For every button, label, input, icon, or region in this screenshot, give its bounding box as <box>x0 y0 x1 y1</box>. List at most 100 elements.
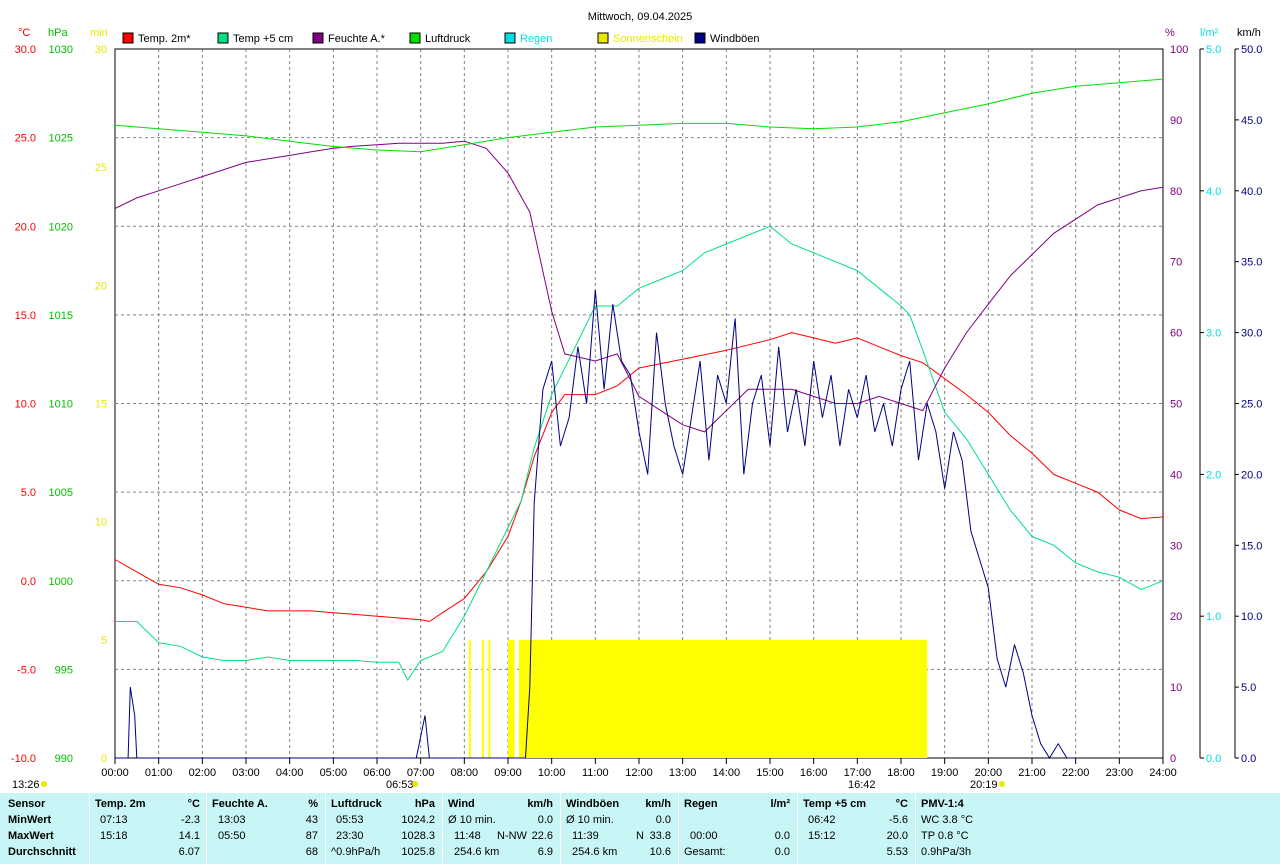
temp5cm-min-time: 06:42 <box>808 814 836 826</box>
hpa-axis-tick-label: 1015 <box>49 310 73 322</box>
wind-axis-tick-label: 40.0 <box>1241 186 1262 198</box>
humidity-axis-tick-label: 0 <box>1170 753 1176 765</box>
feuchte-min-value: 43 <box>305 814 318 826</box>
boeen-max-direction: N <box>636 830 644 842</box>
regen-unit: l/m² <box>770 798 790 810</box>
x-tick-label: 04:00 <box>276 767 304 779</box>
wind-axis-tick-label: 10.0 <box>1241 611 1262 623</box>
legend-swatch <box>122 32 134 44</box>
pmv-avg: 0.9hPa/3h <box>921 846 972 858</box>
series-line-temp-2m- <box>114 332 1164 623</box>
sunrise-marker-icon <box>412 781 418 787</box>
min-axis-tick-label: 10 <box>95 517 107 529</box>
temp5cm-max-value: 20.0 <box>886 830 908 842</box>
luftdruck-unit: hPa <box>414 798 435 810</box>
sunshine-bar <box>488 639 491 758</box>
boeen-unit: km/h <box>645 798 671 810</box>
rain-axis-tick-label: 0.0 <box>1206 753 1221 765</box>
wind-distance: 254.6 km <box>454 846 500 858</box>
wind-max-value: 22.6 <box>531 830 553 842</box>
sunrise-marker-label: 06:53 <box>386 779 414 791</box>
humidity-axis-tick-label: 50 <box>1170 399 1182 411</box>
temp2m-min-value: -2.3 <box>181 814 200 826</box>
x-tick-label: 18:00 <box>887 767 915 779</box>
temp2m-header: Temp. 2m <box>95 798 146 810</box>
x-tick-label: 09:00 <box>494 767 522 779</box>
x-tick-label: 08:00 <box>451 767 479 779</box>
x-tick-label: 03:00 <box>232 767 260 779</box>
wind-unit: km/h <box>527 798 553 810</box>
legend-swatch <box>409 32 421 44</box>
wind-axis-unit: km/h <box>1237 27 1261 39</box>
wind-max-time: 11:48 <box>454 830 481 842</box>
x-tick-label: 02:00 <box>189 767 217 779</box>
x-tick-label: 16:00 <box>800 767 828 779</box>
pmv-max: TP 0.8 °C <box>921 830 969 842</box>
luftdruck-min-value: 1024.2 <box>401 814 435 826</box>
feuchte-min-time: 13:03 <box>218 814 246 826</box>
wind-axis-tick-label: 15.0 <box>1241 540 1262 552</box>
wind-axis-tick-label: 5.0 <box>1241 682 1256 694</box>
sunshine-bar <box>508 639 515 758</box>
wind-avg-value: 6.9 <box>537 846 553 858</box>
luftdruck-trend: ^0.9hPa/h <box>331 846 381 858</box>
legend-swatch <box>312 32 324 44</box>
legend-swatch <box>504 32 516 44</box>
row-label-max: MaxWert <box>8 830 54 842</box>
series-line-luftdruck <box>114 78 1164 153</box>
x-tick-label: 00:00 <box>101 767 129 779</box>
luftdruck-max-time: 23:30 <box>336 830 364 842</box>
x-tick-label: 23:00 <box>1106 767 1134 779</box>
humidity-axis-tick-label: 60 <box>1170 328 1182 340</box>
feuchte-header: Feuchte A. <box>212 798 268 810</box>
sunshine-bar <box>518 639 928 758</box>
humidity-axis-tick-label: 10 <box>1170 682 1182 694</box>
hpa-axis-unit: hPa <box>48 27 68 39</box>
temp-axis-tick-label: -5.0 <box>17 664 36 676</box>
noon-marker-icon <box>41 781 47 787</box>
humidity-axis-tick-label: 30 <box>1170 540 1182 552</box>
x-tick-label: 24:00 <box>1149 767 1177 779</box>
feuchte-avg-value: 68 <box>305 846 318 858</box>
rain-axis-tick-label: 3.0 <box>1206 328 1221 340</box>
x-tick-label: 21:00 <box>1018 767 1046 779</box>
regen-max-time: 00:00 <box>690 830 718 842</box>
wind-max-direction: N-NW <box>497 830 527 842</box>
temp-axis-tick-label: 10.0 <box>15 399 36 411</box>
humidity-axis-tick-label: 80 <box>1170 186 1182 198</box>
x-tick-label: 06:00 <box>363 767 391 779</box>
hpa-axis-tick-label: 1020 <box>49 221 73 233</box>
min-axis-tick-label: 5 <box>101 635 107 647</box>
temp-axis-tick-label: 0.0 <box>21 576 36 588</box>
legend-label: Regen <box>520 33 552 45</box>
wind-axis-tick-label: 25.0 <box>1241 399 1262 411</box>
hpa-axis-tick-label: 1010 <box>49 399 73 411</box>
wind-min-label: Ø 10 min. <box>448 814 496 826</box>
sunshine-bar <box>481 639 484 758</box>
legend-swatch <box>694 32 706 44</box>
wind-axis-tick-label: 30.0 <box>1241 328 1262 340</box>
legend-label: Feuchte A.* <box>328 33 386 45</box>
x-tick-label: 20:00 <box>975 767 1003 779</box>
feuchte-max-value: 87 <box>305 830 318 842</box>
x-tick-label: 15:00 <box>756 767 784 779</box>
temp5cm-max-time: 15:12 <box>808 830 836 842</box>
humidity-axis-tick-label: 40 <box>1170 469 1182 481</box>
boeen-min-label: Ø 10 min. <box>566 814 614 826</box>
x-tick-label: 10:00 <box>538 767 566 779</box>
wind-min-value: 0.0 <box>537 814 553 826</box>
row-label-avg: Durchschnitt <box>8 846 76 858</box>
boeen-header: Windböen <box>566 798 620 810</box>
sunset-marker-label: 20:19 <box>970 779 998 791</box>
min-axis-tick-label: 20 <box>95 280 107 292</box>
x-tick-label: 19:00 <box>931 767 959 779</box>
legend-swatch <box>217 32 229 44</box>
noon-marker-label: 13:26 <box>12 779 40 791</box>
legend-label: Temp. 2m* <box>138 33 191 45</box>
temp5cm-min-value: -5.6 <box>889 814 908 826</box>
x-tick-label: 14:00 <box>713 767 741 779</box>
wind-axis-tick-label: 35.0 <box>1241 257 1262 269</box>
sunset-marker-icon <box>999 781 1005 787</box>
row-label-sensor: Sensor <box>8 798 46 810</box>
sunshine-bar <box>468 639 471 758</box>
